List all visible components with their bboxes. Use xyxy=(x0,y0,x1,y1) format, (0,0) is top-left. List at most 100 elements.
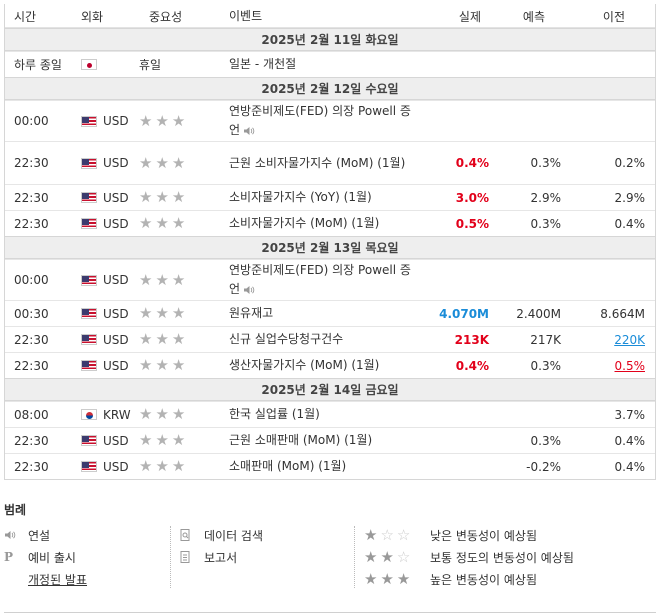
event-previous: 0.2% xyxy=(614,156,646,170)
legend-divider xyxy=(354,526,355,588)
event-time: 22:30 xyxy=(14,190,49,205)
us-flag-icon xyxy=(81,461,97,472)
event-name-cell[interactable]: 연방준비제도(FED) 의장 Powell 증언 xyxy=(225,261,415,299)
legend-medium: ★ ★ ☆ 보통 정도의 변동성이 예상됨 xyxy=(364,546,654,568)
event-actual: 0.5% xyxy=(455,216,489,231)
event-time: 22:30 xyxy=(14,216,49,231)
event-forecast: 2.400M xyxy=(516,306,561,321)
event-previous: 2.9% xyxy=(614,190,646,205)
table-row[interactable]: 22:30 USD ★ ★ ★ 소비자물가지수 (YoY) (1월) 3.0% 2.… xyxy=(5,184,655,210)
table-row[interactable]: 22:30 USD ★ ★ ★ 근원 소비자물가지수 (MoM) (1월) 0.4%… xyxy=(5,141,655,184)
event-previous: 8.664M xyxy=(600,306,645,321)
star-icon: ★ xyxy=(139,457,153,475)
table-row[interactable]: 22:30 USD ★ ★ ★ 신규 실업수당청구건수 213K 217K 220K xyxy=(5,326,655,352)
event-name[interactable]: 연방준비제도(FED) 의장 Powell 증언 xyxy=(229,104,411,137)
event-name[interactable]: 일본 - 개천절 xyxy=(229,57,297,71)
event-currency: USD xyxy=(103,114,129,128)
event-name[interactable]: 한국 실업률 (1월) xyxy=(229,407,320,421)
header-forecast[interactable]: 예측 xyxy=(522,9,545,24)
event-name[interactable]: 근원 소비자물가지수 (MoM) (1월) xyxy=(229,155,406,170)
event-previous: 0.4% xyxy=(614,459,646,474)
event-actual: 3.0% xyxy=(455,190,489,205)
header-currency[interactable]: 외화 xyxy=(81,9,104,24)
korea-flag-icon xyxy=(81,409,97,420)
table-row[interactable]: 22:30 USD ★ ★ ★ 근원 소매판매 (MoM) (1월) 0.3% 0.… xyxy=(5,427,655,453)
event-forecast: 217K xyxy=(530,332,561,347)
header-time[interactable]: 시간 xyxy=(14,9,37,24)
event-name[interactable]: 연방준비제도(FED) 의장 Powell 증언 xyxy=(229,263,411,296)
table-row[interactable]: 하루 종일 휴일 일본 - 개천절 xyxy=(5,51,655,77)
table-row[interactable]: 00:30 USD ★ ★ ★ 원유재고 4.070M 2.400M 8.664M xyxy=(5,300,655,326)
event-name[interactable]: 원유재고 xyxy=(229,306,274,320)
header-previous[interactable]: 이전 xyxy=(602,9,625,24)
event-currency: USD xyxy=(103,216,129,231)
header-actual[interactable]: 실제 xyxy=(458,9,481,24)
table-row[interactable]: 00:00 USD ★ ★ ★ 연방준비제도(FED) 의장 Powell 증언 xyxy=(5,259,655,300)
star-icon: ★ xyxy=(155,188,169,206)
table-row[interactable]: 08:00 KRW ★ ★ ★ 한국 실업률 (1월) 3.7% xyxy=(5,401,655,427)
previous-revised-link[interactable]: 220K xyxy=(614,332,645,347)
us-flag-icon xyxy=(81,115,97,127)
legend-revised-label: 개정된 발표 xyxy=(28,572,88,587)
table-row[interactable]: 22:30 USD ★ ★ ★ 소매판매 (MoM) (1월) -0.2% 0.4% xyxy=(5,453,655,479)
event-name[interactable]: 소비자물가지수 (YoY) (1월) xyxy=(229,190,372,204)
importance-stars: ★ ★ ★ xyxy=(137,433,225,448)
legend-speech: 연설 xyxy=(4,524,174,546)
event-actual: 4.070M xyxy=(439,306,489,321)
star-filled-icon: ★ xyxy=(396,569,411,588)
event-currency-cell: USD xyxy=(71,333,137,347)
star-icon: ★ xyxy=(139,153,153,172)
event-name[interactable]: 소비자물가지수 (MoM) (1월) xyxy=(229,216,380,230)
header-event[interactable]: 이벤트 xyxy=(229,8,263,23)
table-row[interactable]: 00:00 USD ★ ★ ★ 연방준비제도(FED) 의장 Powell 증언 xyxy=(5,100,655,141)
importance-stars: ★ ★ ★ xyxy=(137,459,225,474)
legend-low: ★ ☆ ☆ 낮은 변동성이 예상됨 xyxy=(364,524,654,546)
importance-stars: ★ ★ ★ xyxy=(137,272,225,288)
legend-report: 보고서 xyxy=(180,546,360,568)
event-name[interactable]: 근원 소매판매 (MoM) (1월) xyxy=(229,433,373,447)
star-filled-icon: ★ xyxy=(364,525,378,544)
event-time: 00:30 xyxy=(14,306,49,321)
star-filled-icon: ★ xyxy=(380,569,394,588)
star-icon: ★ xyxy=(155,304,169,322)
table-row[interactable]: 22:30 USD ★ ★ ★ 생산자물가지수 (MoM) (1월) 0.4% 0.… xyxy=(5,352,655,378)
star-icon: ★ xyxy=(155,330,169,348)
table-row[interactable]: 22:30 USD ★ ★ ★ 소비자물가지수 (MoM) (1월) 0.5% 0.… xyxy=(5,210,655,236)
importance-stars: ★ ★ ★ xyxy=(137,332,225,347)
event-actual: 0.4% xyxy=(455,358,489,373)
event-forecast: 0.3% xyxy=(530,433,562,448)
importance-stars: ★ ★ ★ xyxy=(137,306,225,321)
us-flag-icon xyxy=(81,435,97,446)
event-currency-cell: USD xyxy=(71,359,137,373)
event-name[interactable]: 신규 실업수당청구건수 xyxy=(229,332,344,346)
legend-preliminary-label: 예비 출시 xyxy=(28,550,76,565)
event-currency-cell: USD xyxy=(71,307,137,321)
star-empty-icon: ☆ xyxy=(396,525,411,544)
event-actual: 213K xyxy=(454,332,489,347)
event-previous: 0.4% xyxy=(614,433,646,448)
star-icon: ★ xyxy=(171,304,186,322)
previous-revised-link[interactable]: 0.5% xyxy=(614,358,646,373)
event-time: 22:30 xyxy=(14,332,49,347)
star-icon: ★ xyxy=(139,214,153,232)
star-icon: ★ xyxy=(171,356,186,374)
star-icon: ★ xyxy=(139,304,153,322)
legend-high: ★ ★ ★ 높은 변동성이 예상됨 xyxy=(364,568,654,590)
header-importance[interactable]: 중요성 xyxy=(149,9,183,24)
event-currency: USD xyxy=(103,332,129,347)
event-currency: KRW xyxy=(103,407,131,422)
event-name-cell[interactable]: 연방준비제도(FED) 의장 Powell 증언 xyxy=(225,102,415,140)
event-forecast: 0.3% xyxy=(530,358,562,373)
event-currency: USD xyxy=(103,273,129,287)
event-previous: 0.4% xyxy=(614,216,646,231)
star-icon: ★ xyxy=(171,405,186,423)
importance-stars: ★ ★ ★ xyxy=(137,190,225,205)
star-icon: ★ xyxy=(139,405,153,423)
report-icon xyxy=(180,551,204,563)
event-name[interactable]: 생산자물가지수 (MoM) (1월) xyxy=(229,358,380,372)
legend-high-stars: ★ ★ ★ xyxy=(364,569,430,588)
legend-low-label: 낮은 변동성이 예상됨 xyxy=(430,528,537,543)
star-icon: ★ xyxy=(155,153,169,172)
star-empty-icon: ☆ xyxy=(396,547,411,566)
event-name[interactable]: 소매판매 (MoM) (1월) xyxy=(229,459,347,473)
